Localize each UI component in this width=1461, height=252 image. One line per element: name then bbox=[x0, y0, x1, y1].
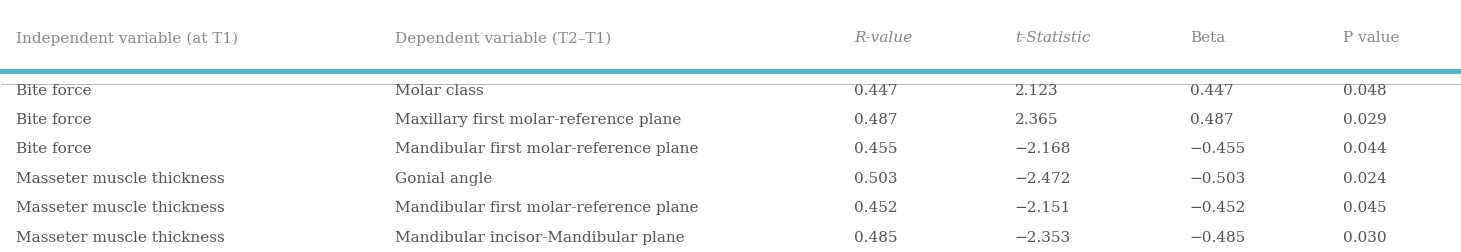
Text: 0.048: 0.048 bbox=[1343, 84, 1386, 98]
Text: 0.044: 0.044 bbox=[1343, 142, 1386, 156]
Text: Bite force: Bite force bbox=[16, 113, 92, 127]
Text: −0.485: −0.485 bbox=[1189, 231, 1246, 245]
Text: −2.168: −2.168 bbox=[1015, 142, 1071, 156]
Text: Maxillary first molar-reference plane: Maxillary first molar-reference plane bbox=[394, 113, 681, 127]
Text: Gonial angle: Gonial angle bbox=[394, 172, 492, 186]
Text: 0.452: 0.452 bbox=[855, 201, 899, 215]
Text: Masseter muscle thickness: Masseter muscle thickness bbox=[16, 201, 225, 215]
Text: 0.455: 0.455 bbox=[855, 142, 899, 156]
Text: Mandibular first molar-reference plane: Mandibular first molar-reference plane bbox=[394, 142, 698, 156]
Text: Beta: Beta bbox=[1189, 31, 1226, 45]
Text: Independent variable (at T1): Independent variable (at T1) bbox=[16, 31, 238, 46]
Text: Molar class: Molar class bbox=[394, 84, 484, 98]
Text: Masseter muscle thickness: Masseter muscle thickness bbox=[16, 231, 225, 245]
Text: Masseter muscle thickness: Masseter muscle thickness bbox=[16, 172, 225, 186]
Text: Mandibular first molar-reference plane: Mandibular first molar-reference plane bbox=[394, 201, 698, 215]
Text: 0.045: 0.045 bbox=[1343, 201, 1386, 215]
Text: 2.365: 2.365 bbox=[1015, 113, 1058, 127]
Text: P value: P value bbox=[1343, 31, 1400, 45]
Text: −0.503: −0.503 bbox=[1189, 172, 1246, 186]
Text: −0.455: −0.455 bbox=[1189, 142, 1246, 156]
Text: Dependent variable (T2–T1): Dependent variable (T2–T1) bbox=[394, 31, 611, 46]
Text: R-value: R-value bbox=[855, 31, 913, 45]
Text: t-Statistic: t-Statistic bbox=[1015, 31, 1090, 45]
Text: 0.485: 0.485 bbox=[855, 231, 899, 245]
Text: 0.447: 0.447 bbox=[855, 84, 899, 98]
Text: 0.447: 0.447 bbox=[1189, 84, 1233, 98]
Text: Bite force: Bite force bbox=[16, 84, 92, 98]
Text: 0.503: 0.503 bbox=[855, 172, 899, 186]
Text: 0.030: 0.030 bbox=[1343, 231, 1386, 245]
Text: 0.024: 0.024 bbox=[1343, 172, 1386, 186]
Text: Mandibular incisor-Mandibular plane: Mandibular incisor-Mandibular plane bbox=[394, 231, 685, 245]
Text: 0.029: 0.029 bbox=[1343, 113, 1386, 127]
Text: −2.353: −2.353 bbox=[1015, 231, 1071, 245]
Text: −2.472: −2.472 bbox=[1015, 172, 1071, 186]
Text: 2.123: 2.123 bbox=[1015, 84, 1058, 98]
Text: −0.452: −0.452 bbox=[1189, 201, 1246, 215]
Text: 0.487: 0.487 bbox=[1189, 113, 1233, 127]
Text: −2.151: −2.151 bbox=[1015, 201, 1071, 215]
Text: 0.487: 0.487 bbox=[855, 113, 899, 127]
Text: Bite force: Bite force bbox=[16, 142, 92, 156]
